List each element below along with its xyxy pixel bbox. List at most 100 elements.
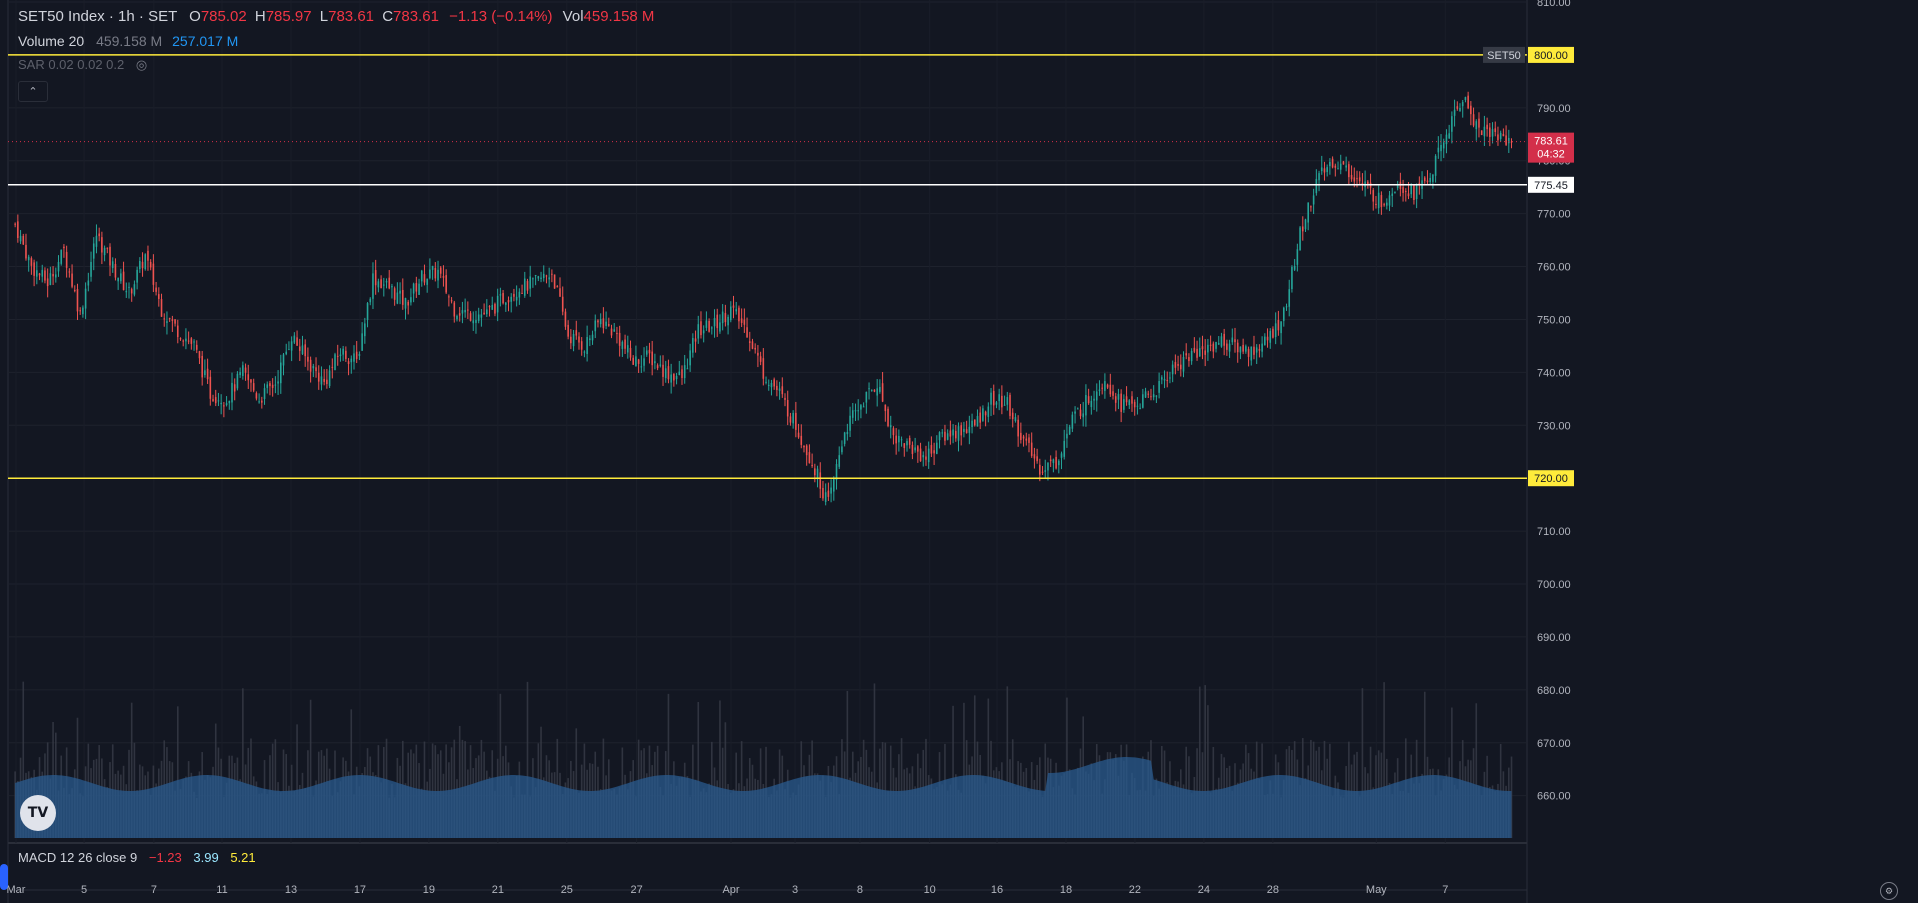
candle-body <box>954 430 957 439</box>
candle-body <box>664 368 667 379</box>
candle-body <box>130 289 133 294</box>
candle-body <box>190 338 193 344</box>
candle-body <box>648 349 651 354</box>
candle-body <box>353 353 355 362</box>
volume-bar <box>1475 703 1478 838</box>
candle-body <box>152 263 155 285</box>
candle-body <box>944 431 946 441</box>
candle-body <box>214 397 217 404</box>
candle-body <box>323 378 325 382</box>
candle-body <box>976 415 979 427</box>
candle-body <box>174 319 176 324</box>
candle-body <box>1415 184 1418 200</box>
candle-body <box>71 273 73 287</box>
candle-body <box>279 362 282 384</box>
candle-body <box>1196 348 1198 358</box>
candle-body <box>1307 202 1309 223</box>
candle-body <box>1404 191 1407 193</box>
candle-body <box>1033 454 1036 459</box>
x-tick-label: 17 <box>354 884 366 896</box>
candle-body <box>946 433 949 440</box>
candle-body <box>605 321 607 326</box>
candle-body <box>1288 289 1291 307</box>
eye-hidden-icon[interactable]: ◎ <box>135 57 148 72</box>
candle-body <box>545 275 548 277</box>
candle-body <box>645 350 648 355</box>
candle-body <box>973 419 976 426</box>
candle-body <box>1356 178 1358 180</box>
candle-body <box>1228 343 1231 352</box>
symbol-title[interactable]: SET50 Index · 1h · SET <box>18 8 177 25</box>
candle-body <box>274 384 277 386</box>
candle-body <box>204 370 206 376</box>
candle-body <box>22 235 25 245</box>
candle-body <box>1264 336 1266 345</box>
candle-body <box>25 244 27 259</box>
candle-body <box>694 338 697 342</box>
candle-body <box>990 392 992 405</box>
candle-body <box>1353 177 1356 182</box>
volume-legend[interactable]: Volume 20 459.158 M 257.017 M <box>18 33 238 49</box>
candle-body <box>1028 437 1030 443</box>
candle-body <box>719 322 721 332</box>
candle-body <box>426 278 428 285</box>
candle-body <box>1133 401 1136 408</box>
volume-bar <box>453 739 456 838</box>
candle-body <box>1402 187 1404 193</box>
volume-bar <box>963 702 965 838</box>
macd-legend[interactable]: MACD 12 26 close 9 −1.23 3.99 5.21 <box>18 850 256 865</box>
volume-bar <box>583 743 586 838</box>
volume-bar <box>1207 705 1209 838</box>
candle-body <box>608 324 610 326</box>
candle-body <box>843 432 846 444</box>
volume-bar <box>431 743 434 838</box>
candle-body <box>1039 464 1041 475</box>
candle-body <box>854 410 857 412</box>
candle-body <box>857 410 860 412</box>
candle-body <box>149 261 152 268</box>
candle-body <box>594 320 597 332</box>
volume-bar <box>309 699 312 838</box>
sar-legend[interactable]: SAR 0.02 0.02 0.2 ◎ <box>18 57 147 73</box>
candle-body <box>95 235 98 247</box>
candle-body <box>1207 344 1209 353</box>
candle-body <box>41 269 44 277</box>
candle-body <box>467 309 469 311</box>
candle-body <box>1272 328 1274 338</box>
candle-body <box>1448 133 1450 139</box>
candle-body <box>876 388 878 396</box>
candle-body <box>420 270 423 282</box>
candle-body <box>827 490 830 497</box>
candle-body <box>1410 184 1413 195</box>
candle-body <box>1350 175 1353 180</box>
candle-body <box>298 346 301 351</box>
macd-signal-value: 3.99 <box>193 850 219 865</box>
settings-icon[interactable]: ⚙ <box>1880 882 1898 900</box>
candle-body <box>1388 195 1391 206</box>
candle-body <box>762 358 765 379</box>
candle-body <box>1090 400 1093 408</box>
candle-body <box>987 406 990 417</box>
collapse-legend-button[interactable]: ⌃ <box>18 81 48 102</box>
candle-body <box>1429 177 1431 182</box>
price-axis <box>1527 0 1918 903</box>
candle-body <box>624 339 626 349</box>
candle-body <box>681 369 683 379</box>
candle-body <box>1095 391 1098 401</box>
candle-body <box>746 327 748 338</box>
y-tick-label: 810.00 <box>1537 0 1571 9</box>
candle-body <box>1339 163 1342 170</box>
volume-bar <box>1383 682 1385 838</box>
candle-body <box>36 270 38 277</box>
candle-body <box>431 265 434 270</box>
candle-body <box>125 291 128 293</box>
candle-body <box>575 330 578 336</box>
pane-scroll-handle[interactable] <box>0 864 8 890</box>
candle-body <box>133 284 136 295</box>
candle-body <box>399 290 401 294</box>
candle-body <box>553 274 556 289</box>
candle-body <box>122 271 125 291</box>
candle-body <box>263 388 266 400</box>
